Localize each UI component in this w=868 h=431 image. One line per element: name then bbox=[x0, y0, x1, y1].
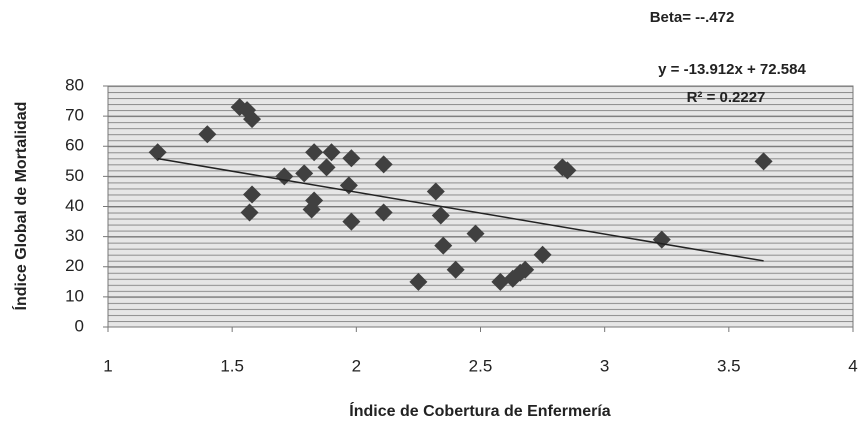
x-tick-label: 3.5 bbox=[717, 356, 741, 375]
y-tick-label: 20 bbox=[65, 256, 84, 275]
y-tick-label: 40 bbox=[65, 196, 84, 215]
point bbox=[446, 260, 465, 279]
point bbox=[238, 101, 257, 120]
x-tick-label: 2.5 bbox=[469, 356, 493, 375]
point bbox=[434, 236, 453, 255]
point bbox=[409, 272, 428, 291]
point bbox=[342, 149, 361, 168]
x-tick-label: 3 bbox=[600, 356, 609, 375]
point bbox=[754, 152, 773, 171]
y-tick-label: 30 bbox=[65, 226, 84, 245]
y-tick-label: 0 bbox=[75, 316, 84, 335]
point bbox=[148, 143, 167, 162]
point bbox=[342, 212, 361, 231]
point bbox=[243, 110, 262, 129]
point bbox=[374, 203, 393, 222]
annotation: Beta= --.472 bbox=[650, 9, 735, 26]
x-tick-label: 1.5 bbox=[220, 356, 244, 375]
point bbox=[317, 158, 336, 177]
point bbox=[240, 203, 259, 222]
x-tick-label: 1 bbox=[103, 356, 112, 375]
annotation: y = -13.912x + 72.584 bbox=[658, 61, 806, 78]
point bbox=[302, 200, 321, 219]
annotation: R² = 0.2227 bbox=[687, 89, 766, 106]
point bbox=[305, 143, 324, 162]
point bbox=[558, 161, 577, 180]
point bbox=[516, 260, 535, 279]
point bbox=[295, 164, 314, 183]
point bbox=[491, 272, 510, 291]
y-tick-label: 60 bbox=[65, 136, 84, 155]
x-axis-title: Índice de Cobertura de Enfermería bbox=[349, 401, 611, 420]
x-tick-label: 2 bbox=[352, 356, 361, 375]
point bbox=[374, 155, 393, 174]
y-tick-label: 50 bbox=[65, 166, 84, 185]
point bbox=[533, 245, 552, 264]
y-tick-label: 80 bbox=[65, 75, 84, 94]
point bbox=[466, 224, 485, 243]
y-axis-title: Índice Global de Mortalidad bbox=[11, 102, 30, 311]
point bbox=[198, 125, 217, 144]
point bbox=[426, 182, 445, 201]
y-tick-label: 10 bbox=[65, 286, 84, 305]
point bbox=[431, 206, 450, 225]
y-tick-label: 70 bbox=[65, 106, 84, 125]
x-tick-label: 4 bbox=[848, 356, 857, 375]
point bbox=[243, 185, 262, 204]
trendline bbox=[157, 157, 764, 262]
point bbox=[322, 143, 341, 162]
